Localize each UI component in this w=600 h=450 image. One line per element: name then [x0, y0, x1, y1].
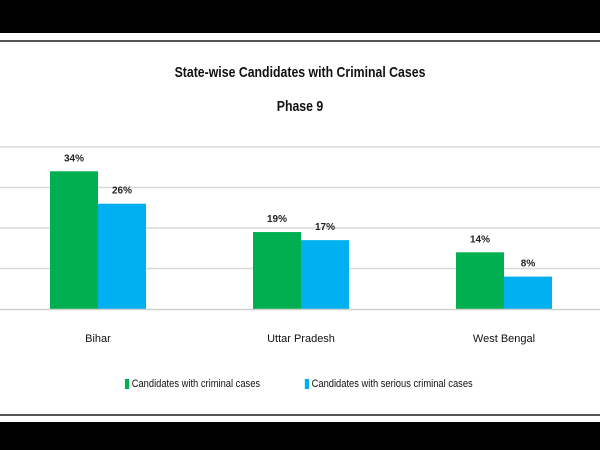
bar-serious: [504, 276, 552, 309]
bar-serious: [98, 203, 146, 309]
chart-title: State-wise Candidates with Criminal Case…: [174, 64, 426, 81]
category-label: Bihar: [85, 333, 111, 345]
legend-item-criminal: Candidates with criminal cases: [124, 378, 260, 390]
data-label: 8%: [521, 259, 536, 270]
category-label: West Bengal: [473, 333, 535, 345]
data-label: 14%: [470, 234, 490, 245]
legend: Candidates with criminal cases Candidate…: [0, 378, 600, 390]
bar-criminal: [50, 171, 98, 309]
bar-serious: [301, 240, 349, 309]
data-label: 26%: [112, 186, 132, 197]
bar-criminal: [456, 252, 504, 309]
legend-label: Candidates with serious criminal cases: [311, 378, 473, 390]
legend-swatch-blue: [304, 379, 309, 389]
data-label: 34%: [64, 153, 84, 164]
category-label: Uttar Pradesh: [267, 333, 335, 345]
bottom-divider: [0, 414, 600, 416]
chart-subtitle: Phase 9: [276, 98, 324, 115]
legend-swatch-green: [124, 379, 129, 389]
top-divider: [0, 40, 600, 42]
legend-label: Candidates with criminal cases: [131, 378, 260, 390]
bar-criminal: [253, 232, 301, 309]
data-label: 17%: [315, 222, 335, 233]
data-label: 19%: [267, 214, 287, 225]
legend-item-serious: Candidates with serious criminal cases: [304, 378, 473, 390]
